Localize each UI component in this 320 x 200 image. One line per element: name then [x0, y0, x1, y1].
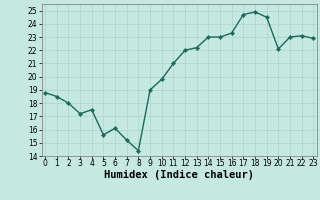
X-axis label: Humidex (Indice chaleur): Humidex (Indice chaleur)	[104, 170, 254, 180]
